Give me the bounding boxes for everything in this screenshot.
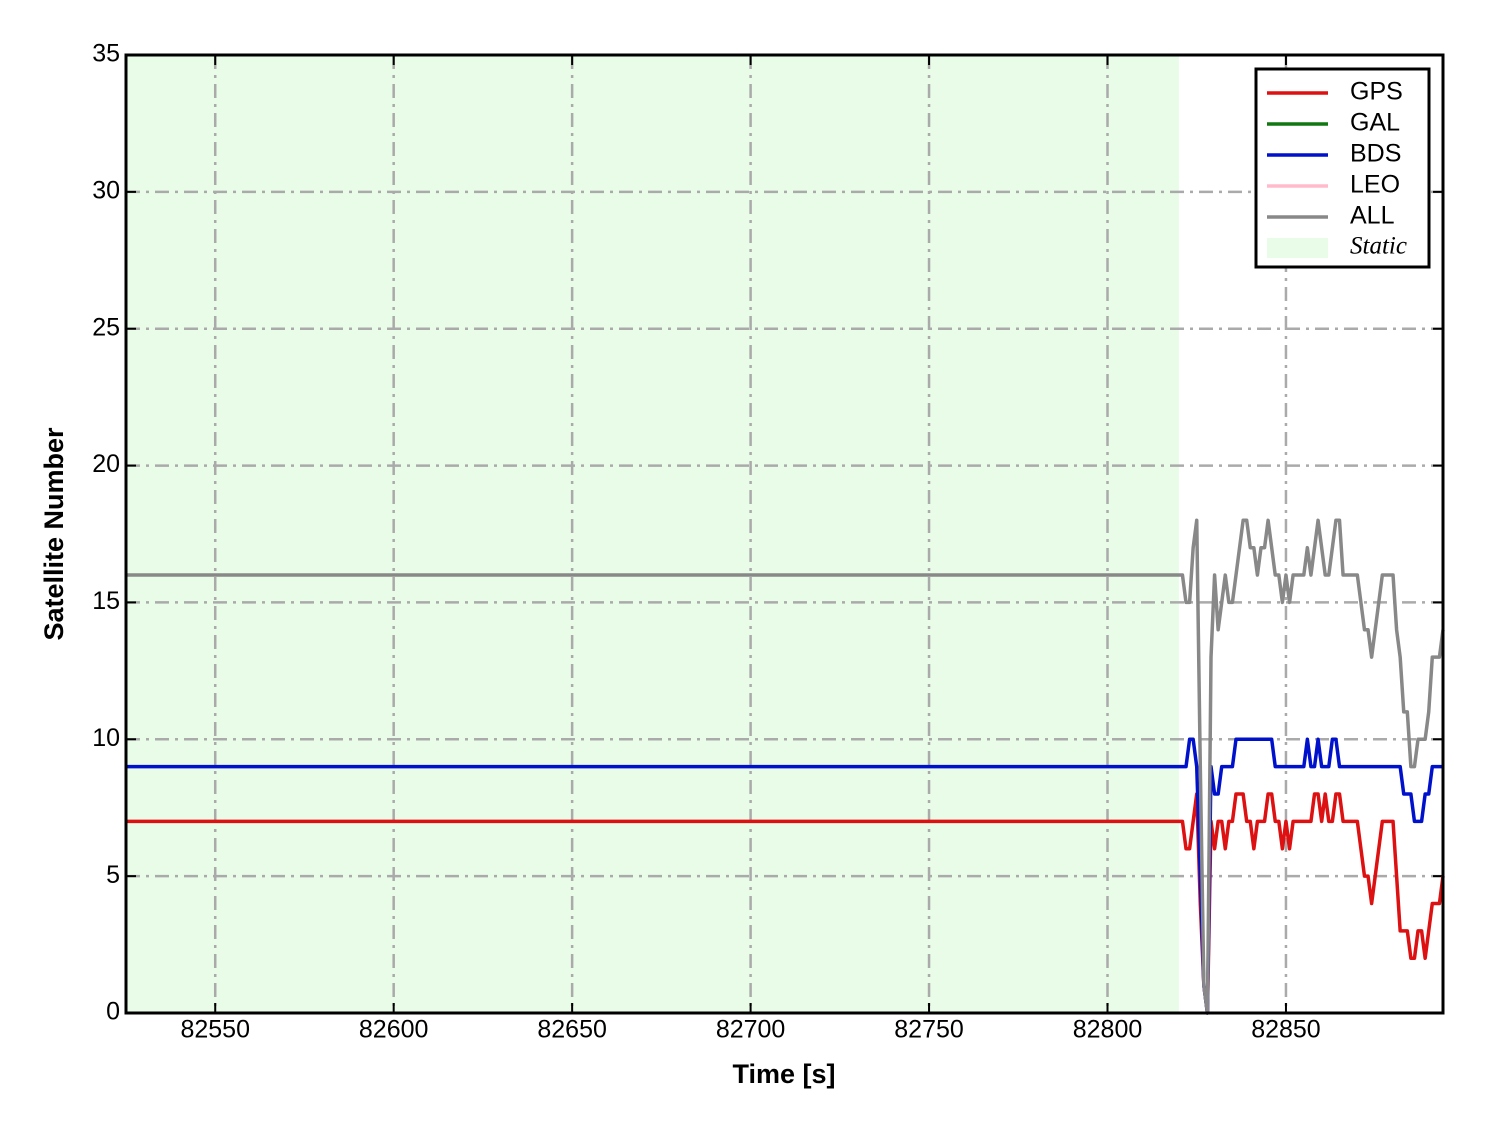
x-axis-label: Time [s] <box>732 1059 835 1089</box>
legend-box <box>1254 67 1431 269</box>
series-line <box>126 792 1445 1015</box>
y-tick-label: 35 <box>92 40 120 68</box>
y-axis-label: Satellite Number <box>39 427 69 641</box>
legend-swatch <box>1267 238 1328 258</box>
legend-label: GPS <box>1350 78 1403 106</box>
y-tick-label: 20 <box>92 450 120 478</box>
y-tick-label: 30 <box>92 176 120 204</box>
x-tick-label: 82850 <box>1251 1016 1321 1044</box>
y-tick-label: 15 <box>92 587 120 615</box>
x-tick-label: 82750 <box>894 1016 964 1044</box>
series-line <box>126 518 1445 1015</box>
y-tick-label: 0 <box>106 998 120 1026</box>
y-tick-label: 5 <box>106 861 120 889</box>
y-tick-label: 10 <box>92 724 120 752</box>
x-tick-label: 82600 <box>359 1016 429 1044</box>
legend-label: LEO <box>1350 171 1400 199</box>
series-line <box>126 737 1443 1015</box>
static-span <box>126 55 1179 1013</box>
y-tick-label: 25 <box>92 313 120 341</box>
legend-label: BDS <box>1350 140 1401 168</box>
x-tick-label: 82700 <box>716 1016 786 1044</box>
plot-frame <box>124 53 1445 1015</box>
legend-label: Static <box>1350 233 1407 260</box>
x-tick-label: 82800 <box>1073 1016 1143 1044</box>
legend-label: ALL <box>1350 202 1395 230</box>
x-tick-label: 82650 <box>537 1016 607 1044</box>
x-tick-label: 82550 <box>180 1016 250 1044</box>
legend-label: GAL <box>1350 109 1400 137</box>
